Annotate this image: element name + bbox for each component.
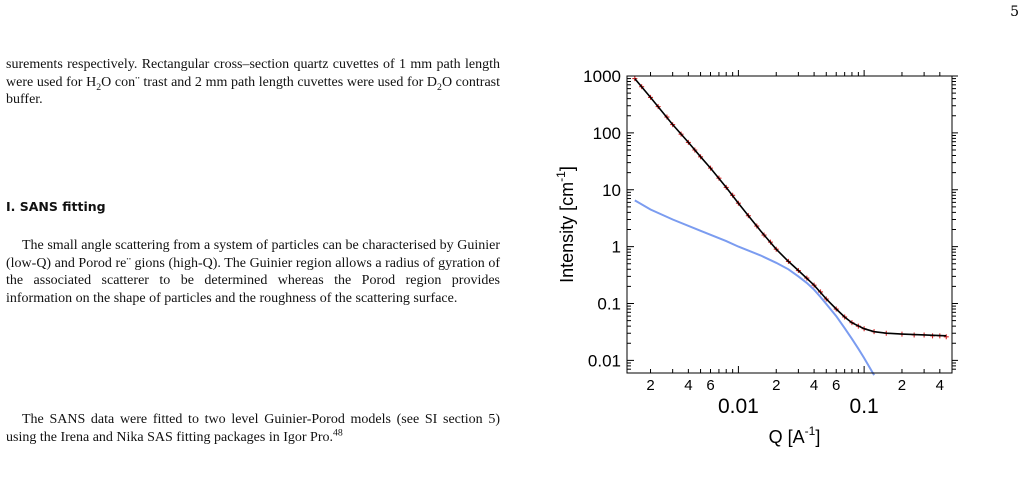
paragraph-sans-fitting: The SANS data were fitted to two level G… [6,412,500,445]
plot-frame [626,75,953,374]
x-minor-tick-label: 2 [898,377,906,394]
x-minor-tick-label: 6 [706,377,714,394]
y-tick-label: 100 [593,124,621,143]
fit-line [634,78,947,337]
y-tick-label: 1000 [583,67,621,86]
data-points-group [632,76,949,340]
x-major-tick-label: 0.1 [850,395,879,418]
y-tick-label: 0.01 [588,351,621,370]
x-minor-tick-label: 2 [646,377,654,394]
data-point [943,334,949,340]
page-number: 5 [1010,4,1019,20]
paragraph-methods-cuvettes: surements respectively. Rectangular cros… [6,57,500,107]
lines-group [634,78,947,376]
section-heading: I. SANS fitting [6,199,106,214]
y-tick-label: 0.1 [597,295,621,314]
y-axis-label: Intensity [cm-1] [554,166,577,283]
level-component-line [634,199,875,376]
x-minor-tick-label: 4 [936,377,944,394]
x-minor-tick-label: 4 [684,377,692,394]
x-minor-tick-label: 6 [832,377,840,394]
sans-figure: 0.01 0.1 1 10 100 1000 2 4 6 2 4 6 2 4 0.01 0.1 Q [A-1] I… [540,56,980,476]
y-tick-label: 1 [612,238,621,257]
x-minor-tick-label: 2 [772,377,780,394]
x-axis-label: Q [A-1] [769,424,821,447]
ticks-group [627,70,958,373]
paragraph-guinier-porod: The small angle scattering from a system… [6,238,500,306]
y-tick-label: 10 [602,181,621,200]
x-minor-tick-label: 4 [810,377,818,394]
x-major-tick-label: 0.01 [718,395,759,418]
